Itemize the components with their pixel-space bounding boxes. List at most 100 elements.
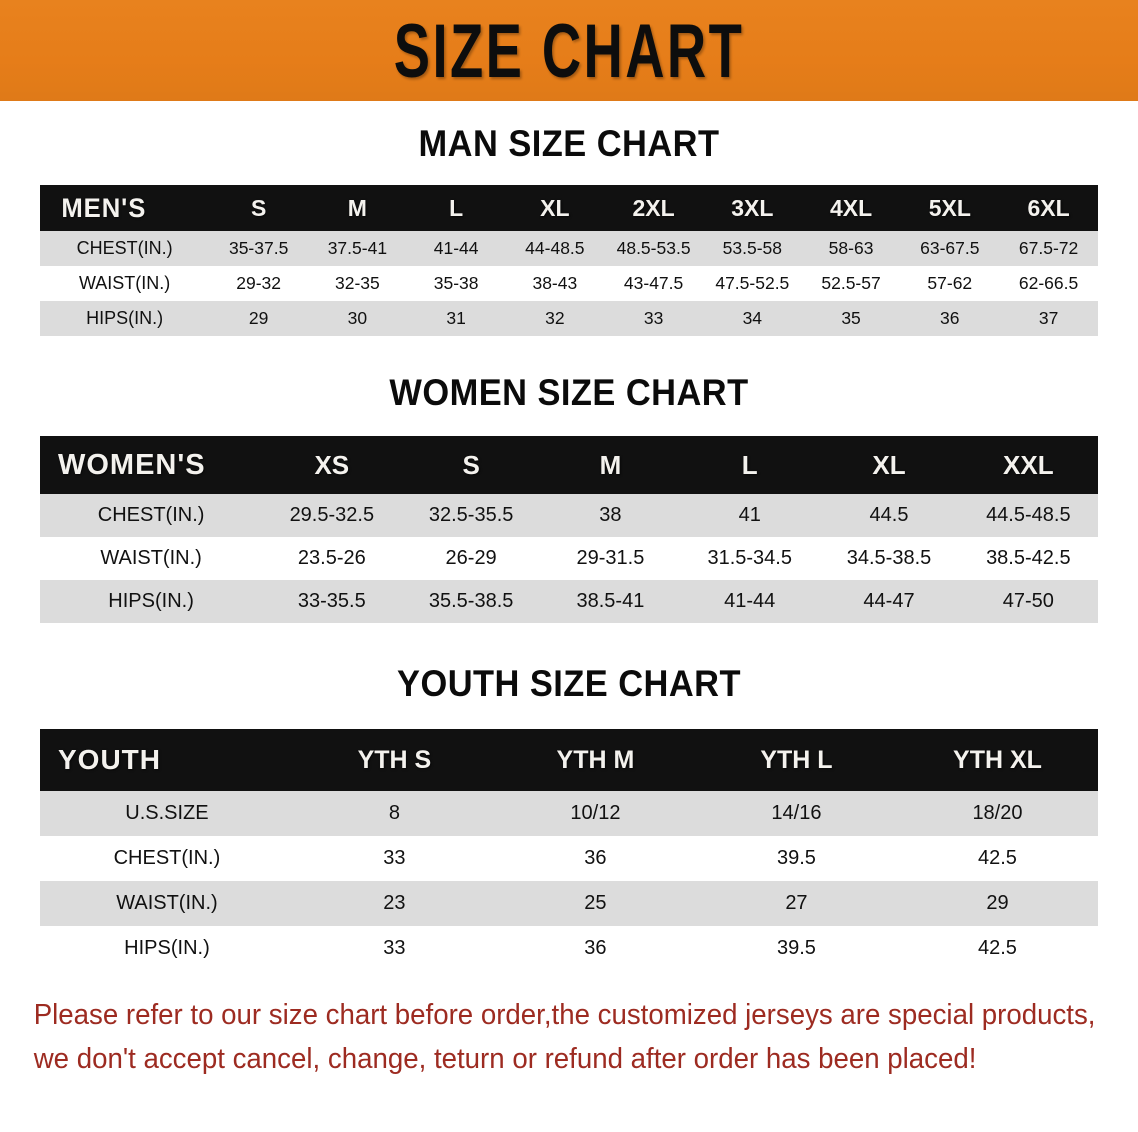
table-row: U.S.SIZE 8 10/12 14/16 18/20 <box>40 791 1098 836</box>
man-table-body: CHEST(IN.) 35-37.5 37.5-41 41-44 44-48.5 48.5… <box>40 231 1098 336</box>
man-cell: 62-66.5 <box>1018 273 1079 293</box>
man-cell: 36 <box>940 308 960 328</box>
youth-cell: 10/12 <box>570 802 621 824</box>
table-row: WAIST(IN.) 23.5-26 26-29 29-31.5 31.5-34.5 34… <box>40 537 1098 580</box>
women-cell: 29-31.5 <box>576 547 645 569</box>
man-table-header: MEN'S S M L XL 2XL 3XL 4XL 5XL 6XL <box>40 185 1098 231</box>
women-cell: 34.5-38.5 <box>846 547 932 569</box>
women-cell: 38 <box>599 504 622 526</box>
man-size-header-4xl: 4XL <box>829 194 873 221</box>
man-size-header-2xl: 2XL <box>632 194 675 221</box>
women-size-header-l: L <box>741 449 758 480</box>
youth-cell: 18/20 <box>972 802 1023 824</box>
man-cell: 52.5-57 <box>821 273 881 293</box>
table-row: HIPS(IN.) 29 30 31 32 33 34 35 36 37 <box>40 301 1098 336</box>
man-cell: 29-32 <box>236 273 282 293</box>
youth-table-header: YOUTH YTH S YTH M YTH L YTH XL <box>40 729 1098 791</box>
man-cell: 58-63 <box>828 238 874 258</box>
man-cell: 48.5-53.5 <box>616 238 691 258</box>
man-cell: 43-47.5 <box>623 273 684 293</box>
youth-cell: 33 <box>383 847 406 869</box>
youth-cell: 14/16 <box>771 802 822 824</box>
youth-cell: 8 <box>388 802 400 824</box>
man-cell: 47.5-52.5 <box>715 273 790 293</box>
man-cell: 35 <box>841 308 861 328</box>
women-size-header-xxl: XXL <box>1003 449 1054 480</box>
youth-row-label: WAIST(IN.) <box>116 892 218 914</box>
man-cell: 33 <box>643 308 664 328</box>
women-header-row: WOMEN'S XS S M L XL XXL <box>40 436 1098 494</box>
youth-row-label: U.S.SIZE <box>125 802 209 824</box>
man-cell: 53.5-58 <box>722 238 782 258</box>
man-cell: 37.5-41 <box>327 238 388 258</box>
table-row: HIPS(IN.) 33-35.5 35.5-38.5 38.5-41 41-44 44-… <box>40 580 1098 623</box>
page-title: SIZE CHART <box>393 7 745 94</box>
man-size-table: MEN'S S M L XL 2XL 3XL 4XL 5XL 6XL CHEST(IN.) 35-3… <box>40 185 1098 336</box>
women-cell: 33-35.5 <box>297 590 366 612</box>
man-size-header-xl: XL <box>540 194 570 221</box>
youth-size-header-yth-l: YTH L <box>760 745 833 774</box>
man-size-header-5xl: 5XL <box>928 194 971 221</box>
women-cell: 41 <box>738 504 761 526</box>
women-cell: 44.5 <box>869 504 909 526</box>
youth-header-row: YOUTH YTH S YTH M YTH L YTH XL <box>40 729 1098 791</box>
youth-cell: 36 <box>584 937 607 959</box>
table-row: CHEST(IN.) 29.5-32.5 32.5-35.5 38 41 44.5 44.5… <box>40 494 1098 537</box>
youth-size-header-yth-m: YTH M <box>556 745 635 774</box>
women-table-header: WOMEN'S XS S M L XL XXL <box>40 436 1098 494</box>
man-cell: 57-62 <box>927 273 973 293</box>
women-row-label: CHEST(IN.) <box>97 504 205 526</box>
women-cell: 26-29 <box>445 547 497 569</box>
youth-cell: 27 <box>785 892 808 914</box>
women-cell: 41-44 <box>724 590 776 612</box>
man-header-row: MEN'S S M L XL 2XL 3XL 4XL 5XL 6XL <box>40 185 1098 231</box>
women-row-label: WAIST(IN.) <box>100 547 202 569</box>
man-cell: 44-48.5 <box>525 238 585 258</box>
women-corner-label: WOMEN'S <box>58 448 206 481</box>
women-size-header-xs: XS <box>314 449 350 480</box>
spacer-youth <box>0 705 1138 729</box>
man-cell: 35-37.5 <box>228 238 289 258</box>
man-size-header-s: S <box>250 194 267 221</box>
youth-table-body: U.S.SIZE 8 10/12 14/16 18/20 CHEST(IN.) 33 36 39… <box>40 791 1098 971</box>
youth-cell: 42.5 <box>978 937 1017 959</box>
table-row: WAIST(IN.) 23 25 27 29 <box>40 881 1098 926</box>
man-row-label: CHEST(IN.) <box>76 238 173 258</box>
man-cell: 32-35 <box>335 273 380 293</box>
table-row: WAIST(IN.) 29-32 32-35 35-38 38-43 43-47.5 47.… <box>40 266 1098 301</box>
youth-cell: 25 <box>584 892 607 914</box>
man-cell: 41-44 <box>433 238 479 258</box>
women-cell: 29.5-32.5 <box>289 504 375 526</box>
disclaimer-text: Please refer to our size chart before or… <box>24 993 1096 1081</box>
spacer-man <box>0 165 1138 185</box>
youth-corner-label: YOUTH <box>58 744 161 775</box>
man-cell: 34 <box>742 308 763 328</box>
women-size-header-s: S <box>462 449 480 480</box>
man-cell: 31 <box>446 308 466 328</box>
man-row-label: WAIST(IN.) <box>78 273 171 293</box>
disclaimer-line-1: Please refer to our size chart before or… <box>33 999 1096 1031</box>
youth-size-header-yth-s: YTH S <box>357 745 432 774</box>
women-cell: 31.5-34.5 <box>707 547 792 569</box>
man-cell: 63-67.5 <box>920 238 980 258</box>
page-banner: SIZE CHART <box>0 0 1138 101</box>
women-cell: 44.5-48.5 <box>986 504 1071 526</box>
table-row: CHEST(IN.) 33 36 39.5 42.5 <box>40 836 1098 881</box>
man-cell: 38-43 <box>532 273 578 293</box>
youth-row-label: HIPS(IN.) <box>124 937 210 959</box>
women-table-body: CHEST(IN.) 29.5-32.5 32.5-35.5 38 41 44.5 44.5… <box>40 494 1098 623</box>
table-row: HIPS(IN.) 33 36 39.5 42.5 <box>40 926 1098 971</box>
man-cell: 32 <box>545 308 565 328</box>
youth-row-label: CHEST(IN.) <box>113 847 221 869</box>
youth-cell: 42.5 <box>978 847 1017 869</box>
women-cell: 44-47 <box>863 590 915 612</box>
man-table-wrap: MEN'S S M L XL 2XL 3XL 4XL 5XL 6XL CHEST(IN.) 35-3… <box>40 185 1098 336</box>
man-size-header-3xl: 3XL <box>731 194 774 221</box>
man-size-header-m: M <box>347 194 367 221</box>
spacer-women <box>0 414 1138 436</box>
man-cell: 35-38 <box>433 273 479 293</box>
man-corner-label: MEN'S <box>61 192 147 223</box>
man-size-header-l: L <box>449 194 464 221</box>
women-cell: 47-50 <box>1002 590 1054 612</box>
